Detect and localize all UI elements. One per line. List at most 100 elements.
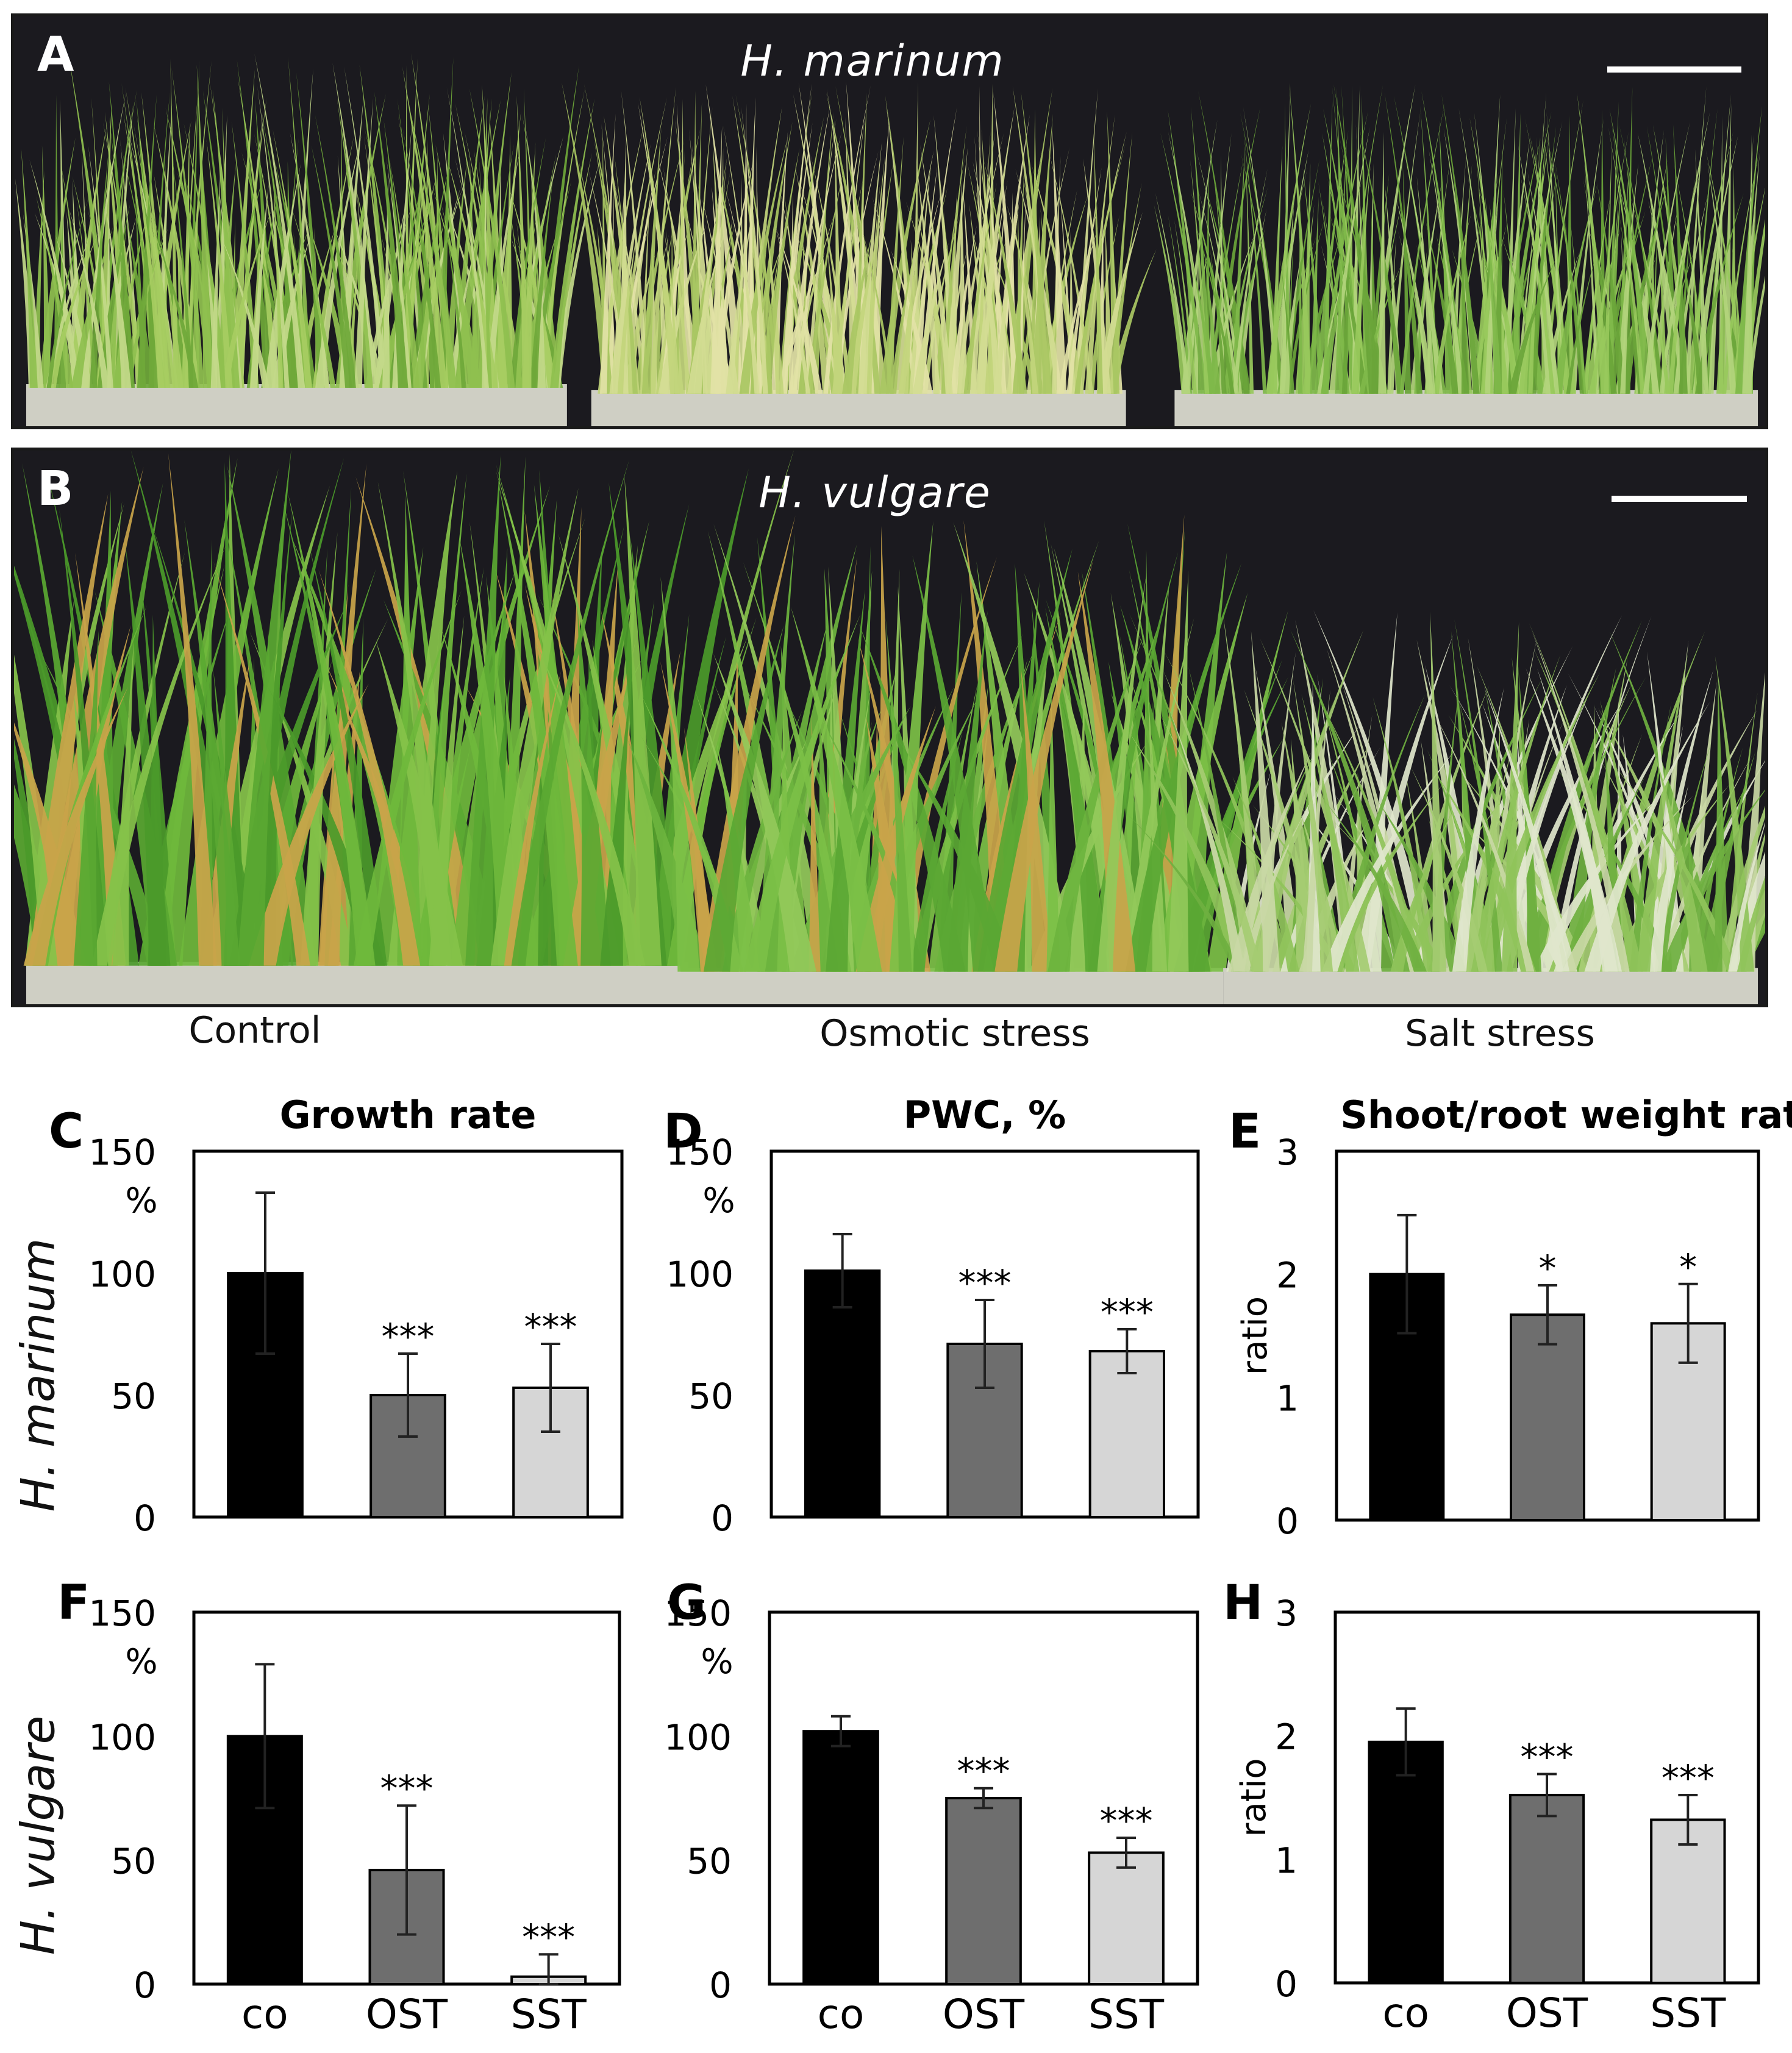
grass-blade bbox=[639, 96, 679, 394]
grass-blade bbox=[1726, 692, 1758, 972]
grass-blade bbox=[1427, 677, 1543, 972]
grass-blade bbox=[1074, 143, 1126, 394]
grass-blade bbox=[137, 116, 170, 388]
grass-blade bbox=[701, 197, 740, 394]
grass-blade bbox=[1433, 213, 1472, 394]
y-tick-label: 0 bbox=[711, 1498, 734, 1539]
grass-blade bbox=[1313, 610, 1436, 972]
grass-blade bbox=[1478, 185, 1520, 394]
grass-blade bbox=[1430, 612, 1447, 972]
grass-blade bbox=[806, 162, 846, 394]
grass-blade bbox=[1722, 148, 1760, 394]
grass-blade bbox=[1705, 149, 1746, 394]
grass-blade bbox=[1088, 215, 1120, 394]
grass-blade bbox=[678, 99, 685, 394]
y-tick-label: 3 bbox=[1276, 1132, 1299, 1173]
grass-blade bbox=[1659, 789, 1765, 972]
y-tick-label: 50 bbox=[688, 1376, 734, 1417]
grass-blade bbox=[444, 216, 466, 388]
grass-blade bbox=[1045, 607, 1109, 972]
grass-blade bbox=[1232, 168, 1268, 394]
grass-blade bbox=[1124, 811, 1242, 972]
panel-label-b: B bbox=[37, 462, 74, 516]
grass-blade bbox=[1093, 130, 1104, 394]
grass-blade bbox=[1181, 120, 1218, 394]
grass-blade bbox=[1566, 247, 1599, 394]
grass-blade bbox=[1174, 220, 1197, 394]
grass-blade bbox=[315, 134, 362, 388]
grass-blade bbox=[1526, 620, 1643, 972]
grass-blade bbox=[1619, 213, 1643, 394]
grass-blade bbox=[1323, 707, 1425, 972]
chart-d: D PWC, % 0 50 100 150% *** *** bbox=[663, 1093, 1200, 1539]
grass-blade bbox=[540, 88, 585, 388]
grass-blade bbox=[1058, 226, 1099, 394]
grass-blade bbox=[46, 232, 91, 388]
grass-blade bbox=[1715, 655, 1754, 972]
x-tick-label: OST bbox=[943, 1991, 1025, 2038]
grass-blade bbox=[273, 129, 312, 388]
significance-mark: *** bbox=[957, 1751, 1010, 1792]
grass-blade bbox=[23, 686, 129, 966]
grass-blade bbox=[1326, 649, 1411, 972]
grass-blade bbox=[1260, 638, 1371, 972]
grass-blade bbox=[509, 137, 546, 388]
y-tick-label: 1 bbox=[1276, 1377, 1299, 1419]
grass-blade bbox=[1154, 205, 1190, 394]
grass-blade bbox=[1495, 690, 1591, 972]
grass-blade bbox=[833, 151, 879, 394]
grass-blade bbox=[509, 188, 557, 388]
grass-blade bbox=[1694, 149, 1708, 394]
grass-blade bbox=[919, 145, 953, 394]
grass-blade bbox=[374, 201, 407, 388]
grass-blade bbox=[1527, 171, 1560, 394]
grass-blade bbox=[809, 714, 821, 972]
grass-blade bbox=[290, 203, 336, 388]
grass-blade bbox=[184, 60, 212, 388]
grass-blade bbox=[994, 559, 1094, 972]
tray-0 bbox=[26, 962, 689, 1004]
grass-blade bbox=[915, 157, 941, 394]
grass-blade bbox=[983, 159, 1027, 394]
bar-co bbox=[1368, 1740, 1444, 1985]
grass-blade bbox=[1501, 621, 1519, 972]
grass-blade bbox=[1158, 711, 1263, 972]
grass-blade bbox=[402, 66, 448, 388]
significance-mark: *** bbox=[1521, 1736, 1574, 1777]
significance-mark: *** bbox=[524, 1306, 577, 1348]
grass-blade bbox=[1321, 749, 1456, 972]
grass-blade bbox=[311, 145, 352, 388]
grass-blade bbox=[511, 459, 630, 966]
grass-blade bbox=[48, 230, 99, 388]
grass-blade bbox=[842, 228, 873, 394]
grass-blade bbox=[779, 188, 814, 394]
grass-blade bbox=[296, 72, 324, 388]
grass-blade bbox=[379, 217, 429, 388]
grass-blade bbox=[1674, 215, 1705, 394]
grass-blade bbox=[1298, 182, 1303, 394]
grass-blade bbox=[171, 146, 194, 388]
grass-blade bbox=[125, 87, 165, 388]
grass-blade bbox=[710, 126, 723, 394]
grass-blade bbox=[1244, 689, 1324, 972]
grass-blade bbox=[265, 163, 301, 388]
grass-blade bbox=[1223, 613, 1266, 972]
grass-blade bbox=[1613, 763, 1738, 972]
grass-blade bbox=[1668, 176, 1696, 394]
grass-blade bbox=[609, 143, 651, 394]
grass-blade bbox=[91, 543, 227, 966]
grass-blade bbox=[890, 557, 997, 972]
grass-blade bbox=[910, 730, 963, 972]
grass-blade bbox=[1399, 102, 1445, 394]
grass-blade bbox=[1168, 131, 1212, 394]
photo-panel-b: B H. vulgare bbox=[11, 448, 1768, 1007]
grass-blade bbox=[1472, 223, 1507, 394]
grass-blade bbox=[1485, 193, 1502, 394]
y-tick-label: 1 bbox=[1275, 1840, 1298, 1881]
bar-ost bbox=[945, 1797, 1022, 1985]
x-tick-label: OST bbox=[366, 1991, 448, 2038]
grass-blade bbox=[890, 242, 917, 394]
significance-mark: * bbox=[1539, 1248, 1557, 1289]
grass-blade bbox=[1629, 192, 1671, 394]
grass-blade bbox=[1210, 249, 1227, 394]
